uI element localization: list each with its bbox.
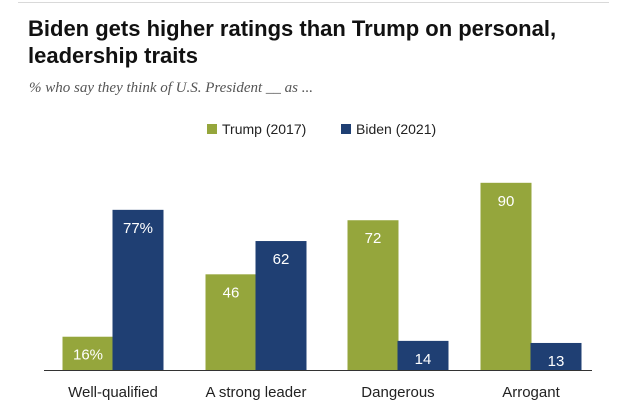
bar-label-biden-0: 77% [123,220,153,237]
category-label-3: Arrogant [502,384,560,401]
category-label-1: A strong leader [206,384,307,401]
bar-label-trump-3: 90 [498,193,515,210]
legend-swatch-biden [341,124,351,134]
category-label-0: Well-qualified [68,384,158,401]
bar-biden-2 [397,340,449,370]
legend-item-biden: Biden (2021) [341,121,436,137]
bar-label-biden-3: 13 [548,353,565,370]
legend-label-trump: Trump (2017) [222,121,307,137]
bar-trump-0 [62,336,114,370]
bar-label-trump-1: 46 [223,284,240,301]
bar-trump-2 [347,220,399,370]
legend-label-biden: Biden (2021) [356,121,437,137]
bar-biden-1 [255,241,307,370]
legend-swatch-trump [207,124,217,134]
bar-trump-1 [205,274,257,370]
bar-trump-3 [480,182,532,370]
bar-biden-0 [112,209,164,370]
chart-title: Biden gets higher ratings than Trump on … [28,16,557,68]
bar-label-biden-1: 62 [273,251,290,268]
bar-label-trump-2: 72 [365,230,382,247]
top-rule [18,2,609,3]
category-label-2: Dangerous [361,384,434,401]
bar-biden-3 [530,342,582,370]
legend-item-trump: Trump (2017) [207,121,306,137]
chart-subtitle: % who say they think of U.S. President _… [29,80,313,96]
bar-label-biden-2: 14 [415,351,432,368]
bar-label-trump-0: 16% [73,347,103,364]
